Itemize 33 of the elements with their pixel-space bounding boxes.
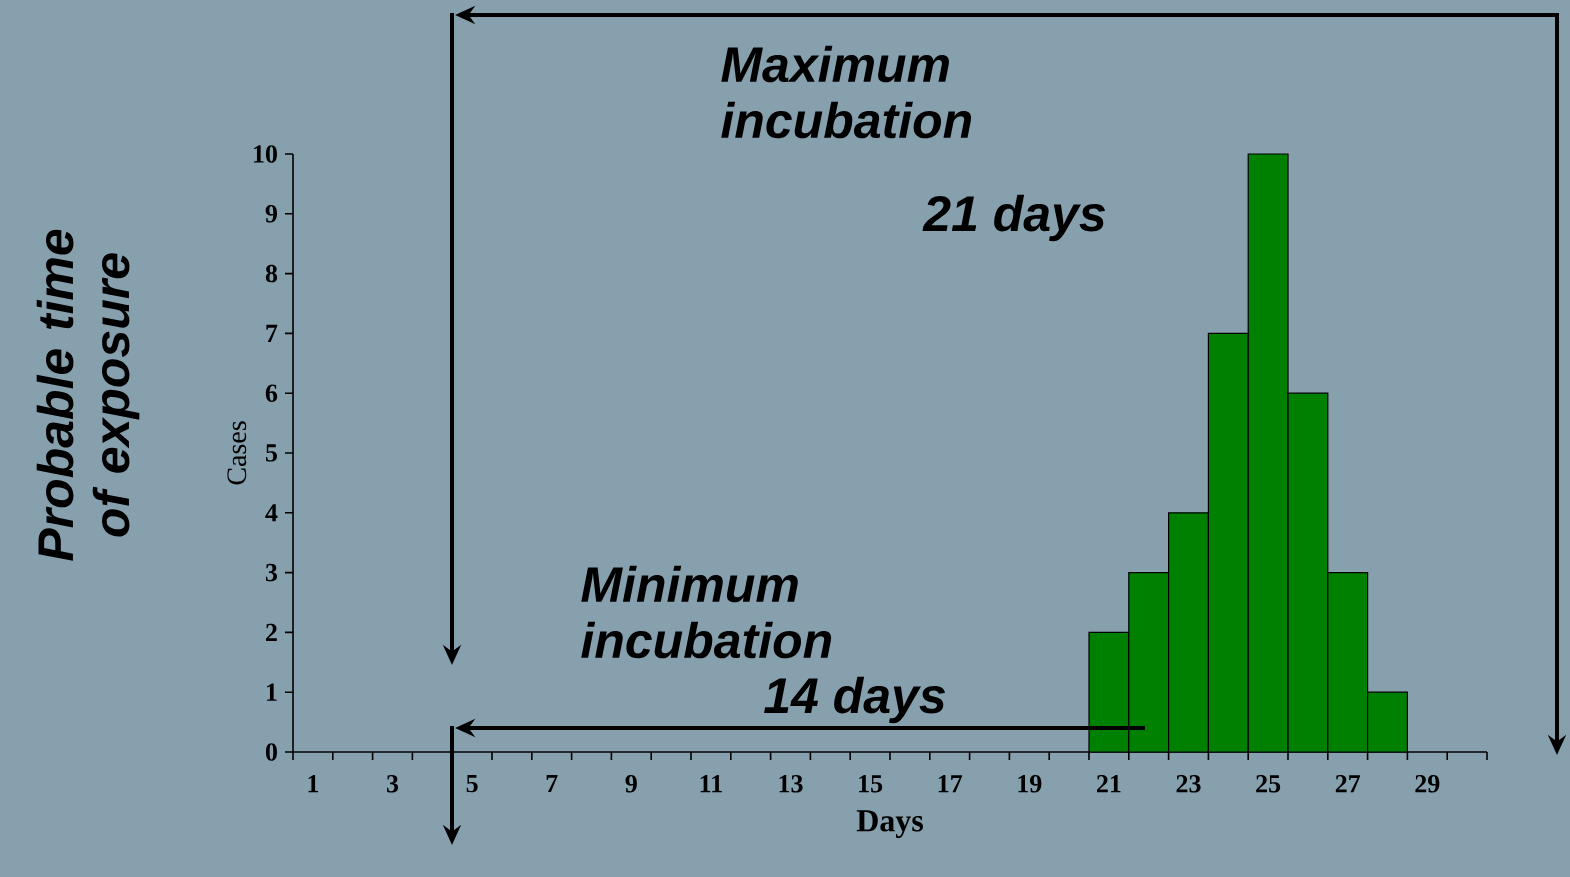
- x-tick-label: 11: [700, 775, 722, 793]
- y-tick-label: 5: [265, 444, 277, 462]
- y-tick-label: 7: [266, 324, 278, 342]
- x-tick-label: 9: [625, 775, 637, 793]
- text: Probable time of exposure: [36, 229, 140, 561]
- y-tick-label: 9: [265, 205, 278, 223]
- y-tick-label: 0: [265, 743, 277, 761]
- annotation: Minimum incubation: [581, 565, 832, 659]
- x-tick-label: 7: [546, 775, 558, 793]
- y-tick-label: 6: [265, 384, 278, 402]
- y-tick-label: 2: [266, 623, 277, 641]
- y-tick-label: 3: [265, 563, 278, 582]
- annotation: 14 days: [764, 676, 945, 724]
- y-tick-label: 8: [265, 264, 278, 283]
- x-axis-title: Days: [856, 810, 923, 839]
- x-tick-label: 17: [938, 775, 963, 793]
- y-tick-label: 10: [254, 145, 277, 163]
- x-tick-label: 27: [1335, 775, 1361, 793]
- x-tick-label: 15: [859, 775, 883, 793]
- x-tick-label: 29: [1415, 775, 1440, 793]
- x-tick-label: 21: [1097, 775, 1121, 793]
- x-tick-label: 25: [1256, 775, 1281, 793]
- y-tick-label: 4: [265, 504, 278, 522]
- x-tick-label: 23: [1176, 775, 1201, 793]
- text: Maximum incubation: [721, 45, 972, 139]
- x-tick-label: 13: [779, 775, 803, 793]
- x-tick-label: 5: [466, 775, 478, 793]
- y-tick-label: 1: [267, 683, 277, 701]
- x-tick-label: 19: [1018, 775, 1042, 793]
- y-axis-title: Cases: [227, 421, 247, 485]
- x-tick-label: 3: [386, 775, 399, 793]
- x-tick-label: 1: [308, 775, 319, 793]
- annotation: 21 days: [922, 194, 1105, 242]
